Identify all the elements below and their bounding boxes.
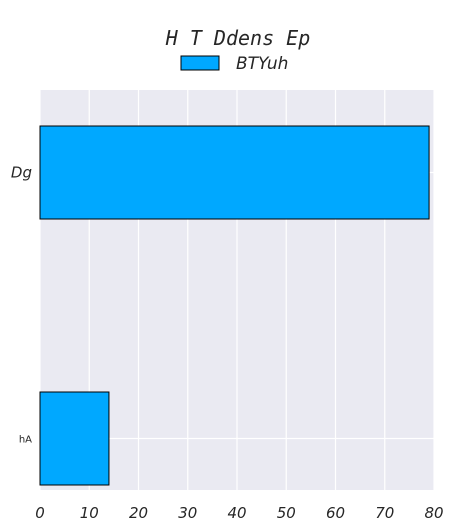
chart-title: H T Ddens Ep xyxy=(165,26,311,50)
x-tick-label-0: 0 xyxy=(35,504,45,522)
x-tick-label-30: 30 xyxy=(178,504,197,522)
bar-hA xyxy=(39,391,110,486)
x-axis-ticks: 0 10 20 30 40 50 60 70 80 xyxy=(35,504,443,522)
x-tick-label-70: 70 xyxy=(375,504,394,522)
x-tick-label-40: 40 xyxy=(227,504,246,522)
legend-label-btyuh: BTYuh xyxy=(236,54,288,74)
x-tick-label-10: 10 xyxy=(80,504,99,522)
legend: BTYuh xyxy=(180,54,288,74)
x-tick-label-60: 60 xyxy=(326,504,345,522)
x-tick-label-80: 80 xyxy=(424,504,443,522)
y-tick-label-hA: hA xyxy=(19,435,32,446)
x-tick-label-50: 50 xyxy=(277,504,296,522)
y-axis-ticks: Dg hA xyxy=(11,164,32,446)
bar-Dg xyxy=(39,125,430,220)
x-tick-label-20: 20 xyxy=(129,504,148,522)
y-tick-label-Dg: Dg xyxy=(11,164,32,182)
legend-swatch xyxy=(180,55,220,71)
bars xyxy=(39,125,430,486)
